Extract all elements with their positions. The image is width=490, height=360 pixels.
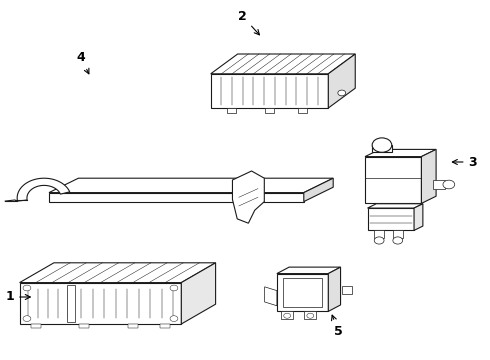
Bar bbox=[31, 324, 41, 328]
Bar bbox=[128, 324, 138, 328]
Polygon shape bbox=[20, 263, 216, 283]
Polygon shape bbox=[372, 145, 392, 152]
Circle shape bbox=[284, 313, 291, 318]
Polygon shape bbox=[365, 149, 436, 157]
Polygon shape bbox=[277, 274, 328, 311]
Bar bbox=[342, 287, 352, 294]
Bar bbox=[298, 108, 307, 113]
Bar bbox=[227, 108, 236, 113]
Circle shape bbox=[23, 316, 31, 321]
Polygon shape bbox=[265, 287, 277, 306]
Circle shape bbox=[372, 138, 392, 152]
Circle shape bbox=[23, 285, 31, 291]
Polygon shape bbox=[277, 267, 341, 274]
Circle shape bbox=[170, 316, 178, 321]
Polygon shape bbox=[232, 171, 264, 223]
Circle shape bbox=[374, 237, 384, 244]
Bar bbox=[374, 230, 384, 238]
Polygon shape bbox=[211, 54, 355, 74]
Polygon shape bbox=[368, 208, 414, 230]
Polygon shape bbox=[304, 311, 316, 319]
Bar bbox=[283, 278, 322, 307]
Bar bbox=[393, 230, 403, 238]
Bar bbox=[160, 324, 170, 328]
Polygon shape bbox=[414, 204, 423, 230]
Polygon shape bbox=[281, 311, 293, 319]
Circle shape bbox=[393, 237, 403, 244]
Polygon shape bbox=[20, 283, 181, 324]
Bar bbox=[68, 285, 75, 322]
Polygon shape bbox=[365, 157, 421, 203]
Circle shape bbox=[443, 180, 455, 189]
Text: 4: 4 bbox=[76, 51, 89, 74]
Circle shape bbox=[307, 313, 314, 318]
Polygon shape bbox=[17, 178, 70, 201]
Polygon shape bbox=[211, 74, 328, 108]
Bar bbox=[265, 108, 274, 113]
Polygon shape bbox=[368, 204, 423, 208]
Text: 2: 2 bbox=[238, 10, 259, 35]
Polygon shape bbox=[328, 54, 355, 108]
Bar bbox=[79, 324, 89, 328]
Text: 5: 5 bbox=[332, 315, 343, 338]
Polygon shape bbox=[49, 178, 333, 193]
Polygon shape bbox=[421, 149, 436, 203]
Polygon shape bbox=[181, 263, 216, 324]
Text: 3: 3 bbox=[452, 156, 477, 168]
Circle shape bbox=[338, 90, 345, 96]
Bar bbox=[433, 180, 445, 189]
Circle shape bbox=[170, 285, 178, 291]
Text: 1: 1 bbox=[5, 291, 30, 303]
Polygon shape bbox=[304, 178, 333, 202]
Polygon shape bbox=[328, 267, 341, 311]
Polygon shape bbox=[49, 193, 304, 202]
